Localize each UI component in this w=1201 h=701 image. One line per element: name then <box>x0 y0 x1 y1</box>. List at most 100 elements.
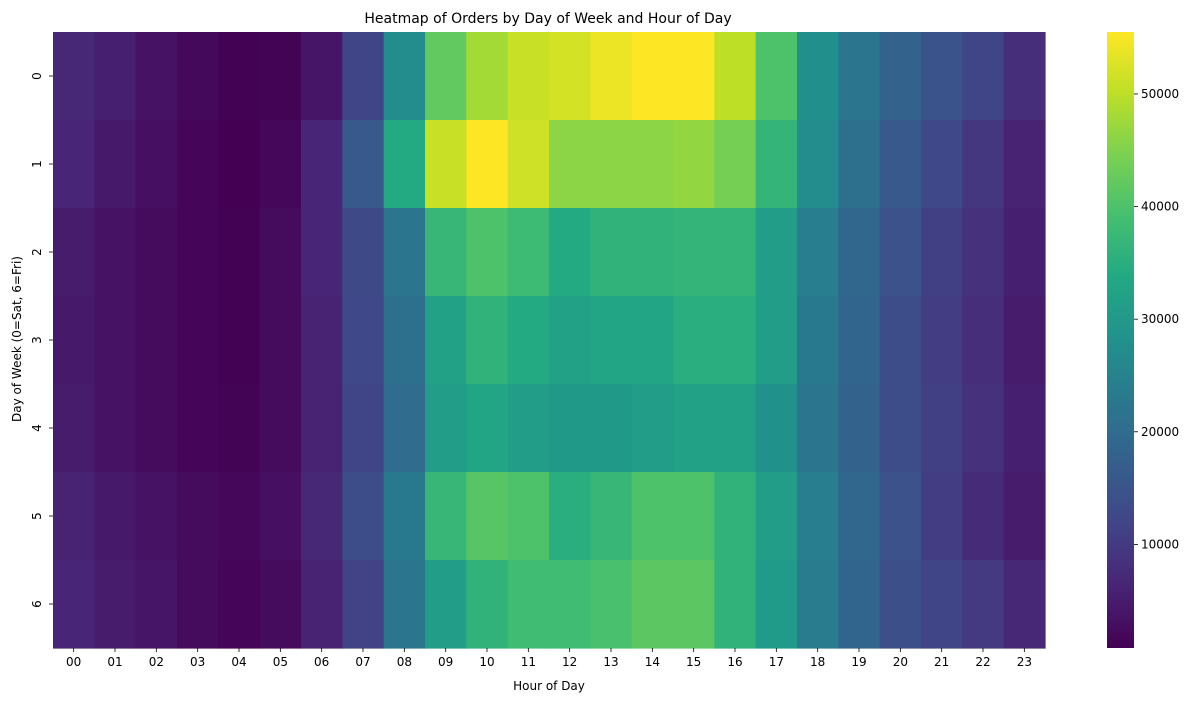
heatmap-cell-d1-h13 <box>590 120 633 209</box>
heatmap-cell-d4-h09 <box>425 384 467 473</box>
x-tick-label: 16 <box>727 655 742 669</box>
heatmap-cell-d1-h04 <box>218 120 261 209</box>
heatmap-cell-d5-h06 <box>301 472 343 561</box>
heatmap-cell-d5-h05 <box>259 472 302 561</box>
heatmap-cell-d6-h20 <box>879 560 922 649</box>
heatmap-cell-d0-h16 <box>714 32 757 121</box>
heatmap-cell-d2-h09 <box>425 208 467 297</box>
heatmap-cell-d0-h12 <box>549 32 591 121</box>
heatmap-cell-d3-h01 <box>94 296 137 385</box>
heatmap-cell-d3-h12 <box>549 296 591 385</box>
heatmap-cell-d6-h13 <box>590 560 633 649</box>
heatmap-cell-d1-h06 <box>301 120 343 209</box>
heatmap-cell-d3-h20 <box>879 296 922 385</box>
heatmap-cell-d4-h18 <box>797 384 839 473</box>
heatmap-cell-d0-h06 <box>301 32 343 121</box>
x-tick-label: 20 <box>893 655 908 669</box>
y-tick-label: 6 <box>30 600 44 608</box>
heatmap-cell-d3-h08 <box>383 296 426 385</box>
heatmap-cell-d4-h16 <box>714 384 757 473</box>
heatmap-cell-d6-h01 <box>94 560 137 649</box>
heatmap-cell-d6-h00 <box>53 560 95 649</box>
heatmap-cell-d2-h06 <box>301 208 343 297</box>
heatmap-cell-d4-h20 <box>879 384 922 473</box>
heatmap-cell-d1-h12 <box>549 120 591 209</box>
heatmap-cell-d1-h03 <box>177 120 219 209</box>
colorbar-tick-label: 40000 <box>1141 200 1179 214</box>
heatmap-cell-d6-h22 <box>962 560 1005 649</box>
heatmap-cell-d3-h00 <box>53 296 95 385</box>
heatmap-cell-d0-h02 <box>135 32 178 121</box>
heatmap-cell-d1-h21 <box>921 120 963 209</box>
x-tick-label: 02 <box>149 655 164 669</box>
heatmap-cell-d3-h09 <box>425 296 467 385</box>
heatmap-cell-d2-h20 <box>879 208 922 297</box>
heatmap-cell-d1-h08 <box>383 120 426 209</box>
heatmap-cell-d5-h20 <box>879 472 922 561</box>
heatmap-cell-d4-h05 <box>259 384 302 473</box>
chart-title: Heatmap of Orders by Day of Week and Hou… <box>364 11 731 27</box>
heatmap-cell-d2-h21 <box>921 208 963 297</box>
heatmap-cell-d6-h19 <box>838 560 881 649</box>
heatmap-cell-d5-h00 <box>53 472 95 561</box>
colorbar-tick-label: 10000 <box>1141 537 1179 551</box>
x-tick-label: 05 <box>273 655 288 669</box>
heatmap-cell-d1-h07 <box>342 120 385 209</box>
heatmap-cell-d0-h20 <box>879 32 922 121</box>
x-tick-label: 15 <box>686 655 701 669</box>
y-tick-label: 4 <box>30 424 44 432</box>
x-tick-label: 01 <box>107 655 122 669</box>
x-tick-label: 08 <box>397 655 412 669</box>
heatmap-cell-d2-h07 <box>342 208 385 297</box>
heatmap-cell-d0-h08 <box>383 32 426 121</box>
heatmap-cell-d1-h02 <box>135 120 178 209</box>
heatmap-cell-d4-h00 <box>53 384 95 473</box>
heatmap-cell-d4-h10 <box>466 384 509 473</box>
heatmap-cell-d6-h08 <box>383 560 426 649</box>
heatmap-cell-d1-h11 <box>507 120 550 209</box>
heatmap-cell-d1-h10 <box>466 120 509 209</box>
heatmap-cell-d1-h20 <box>879 120 922 209</box>
x-tick-label: 10 <box>479 655 494 669</box>
heatmap-cell-d3-h22 <box>962 296 1005 385</box>
x-tick-label: 12 <box>562 655 577 669</box>
heatmap-cell-d6-h05 <box>259 560 302 649</box>
y-tick-label: 5 <box>30 512 44 520</box>
heatmap-cell-d4-h14 <box>631 384 674 473</box>
heatmap-cell-d5-h04 <box>218 472 261 561</box>
heatmap-cell-d2-h22 <box>962 208 1005 297</box>
heatmap-cell-d3-h15 <box>673 296 715 385</box>
heatmap-cell-d1-h19 <box>838 120 881 209</box>
x-tick-label: 19 <box>851 655 866 669</box>
heatmap-cell-d4-h12 <box>549 384 591 473</box>
y-tick-label: 3 <box>30 336 44 344</box>
heatmap-cell-d2-h18 <box>797 208 839 297</box>
heatmap-cell-d1-h01 <box>94 120 137 209</box>
heatmap-cell-d0-h15 <box>673 32 715 121</box>
heatmap-cell-d0-h04 <box>218 32 261 121</box>
heatmap-cell-d1-h17 <box>755 120 798 209</box>
heatmap-cell-d2-h16 <box>714 208 757 297</box>
heatmap-cell-d4-h07 <box>342 384 385 473</box>
y-tick-label: 1 <box>30 160 44 168</box>
heatmap-cell-d1-h22 <box>962 120 1005 209</box>
heatmap-cell-d3-h05 <box>259 296 302 385</box>
heatmap-cell-d4-h13 <box>590 384 633 473</box>
x-tick-label: 09 <box>438 655 453 669</box>
heatmap-cell-d0-h07 <box>342 32 385 121</box>
x-tick-label: 14 <box>645 655 660 669</box>
heatmap-cell-d0-h21 <box>921 32 963 121</box>
x-tick-label: 13 <box>603 655 618 669</box>
x-tick-label: 21 <box>934 655 949 669</box>
heatmap-cell-d5-h02 <box>135 472 178 561</box>
heatmap-cell-d6-h10 <box>466 560 509 649</box>
x-tick-label: 04 <box>231 655 246 669</box>
heatmap-cell-d0-h19 <box>838 32 881 121</box>
heatmap-cell-d5-h11 <box>507 472 550 561</box>
heatmap-cell-d6-h14 <box>631 560 674 649</box>
heatmap-cell-d1-h05 <box>259 120 302 209</box>
heatmap-cell-d5-h17 <box>755 472 798 561</box>
heatmap-cell-d1-h09 <box>425 120 467 209</box>
heatmap-cell-d6-h12 <box>549 560 591 649</box>
heatmap-cells <box>53 32 1046 649</box>
